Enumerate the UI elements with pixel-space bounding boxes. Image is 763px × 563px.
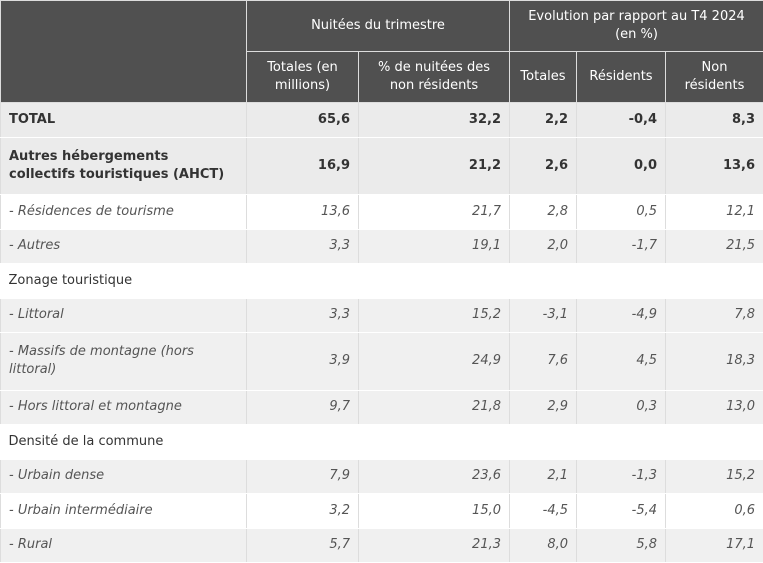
cell: 7,6 — [509, 332, 577, 391]
cell: -4,9 — [576, 298, 666, 333]
row-label: - Urbain dense — [0, 459, 247, 494]
cell: 17,1 — [664, 528, 763, 563]
cell: 19,1 — [358, 229, 510, 264]
cell: 2,1 — [509, 459, 577, 494]
cell: -4,5 — [509, 493, 577, 529]
table-row: - Urbain intermédiaire 3,2 15,0 -4,5 -5,4 0,6 — [0, 493, 763, 529]
cell: 4,5 — [576, 332, 666, 391]
cell: 7,9 — [246, 459, 359, 494]
cell: 7,8 — [664, 298, 763, 333]
cell: 9,7 — [246, 390, 359, 425]
column-header: Totales (en millions) — [246, 51, 359, 103]
cell: 65,6 — [246, 102, 359, 138]
cell: 0,5 — [576, 194, 666, 230]
cell: -5,4 — [576, 493, 666, 529]
row-label: - Urbain intermédiaire — [0, 493, 247, 529]
row-label: Zonage touristique — [0, 263, 763, 299]
cell: 13,6 — [664, 137, 763, 195]
row-label: - Massifs de montagne (hors littoral) — [0, 332, 247, 391]
cell: 21,8 — [358, 390, 510, 425]
corner — [0, 0, 247, 103]
cell: 15,2 — [358, 298, 510, 333]
cell: 2,8 — [509, 194, 577, 230]
section-row: Zonage touristique — [0, 263, 763, 299]
cell: 2,2 — [509, 102, 577, 138]
table-row: - Massifs de montagne (hors littoral) 3,9… — [0, 332, 763, 391]
cell: 32,2 — [358, 102, 510, 138]
column-header: Non résidents — [664, 51, 763, 103]
table-row: - Hors littoral et montagne 9,7 21,8 2,9 0,3… — [0, 390, 763, 425]
cell: -1,7 — [576, 229, 666, 264]
row-label: - Résidences de tourisme — [0, 194, 247, 230]
row-label: - Hors littoral et montagne — [0, 390, 247, 425]
cell: 0,6 — [664, 493, 763, 529]
cell: 24,9 — [358, 332, 510, 391]
column-header: Résidents — [576, 51, 666, 103]
cell: 3,2 — [246, 493, 359, 529]
cell: 0,0 — [576, 137, 666, 195]
cell: 21,7 — [358, 194, 510, 230]
table-row: - Rural 5,7 21,3 8,0 5,8 17,1 — [0, 528, 763, 563]
row-label: TOTAL — [0, 102, 247, 138]
cell: 5,7 — [246, 528, 359, 563]
cell: 2,0 — [509, 229, 577, 264]
cell: 5,8 — [576, 528, 666, 563]
cell: -1,3 — [576, 459, 666, 494]
section-row: Densité de la commune — [0, 424, 763, 460]
row-label: Autres hébergements collectifs touristiq… — [0, 137, 247, 195]
row-label: - Autres — [0, 229, 247, 264]
cell: 21,3 — [358, 528, 510, 563]
cell: 2,6 — [509, 137, 577, 195]
cell: 21,2 — [358, 137, 510, 195]
cell: 13,6 — [246, 194, 359, 230]
table-row: TOTAL 65,6 32,2 2,2 -0,4 8,3 — [0, 102, 763, 138]
cell: 8,0 — [509, 528, 577, 563]
cell: 18,3 — [664, 332, 763, 391]
table-row: - Littoral 3,3 15,2 -3,1 -4,9 7,8 — [0, 298, 763, 333]
cell: 2,9 — [509, 390, 577, 425]
group-header: Nuitées du trimestre — [246, 0, 510, 52]
row-label: - Rural — [0, 528, 247, 563]
table-row: - Urbain dense 7,9 23,6 2,1 -1,3 15,2 — [0, 459, 763, 494]
cell: 12,1 — [664, 194, 763, 230]
cell: 3,3 — [246, 229, 359, 264]
cell: 3,9 — [246, 332, 359, 391]
cell: 8,3 — [664, 102, 763, 138]
cell: -0,4 — [576, 102, 666, 138]
cell: 21,5 — [664, 229, 763, 264]
cell: -3,1 — [509, 298, 577, 333]
row-label: - Littoral — [0, 298, 247, 333]
cell: 15,2 — [664, 459, 763, 494]
cell: 0,3 — [576, 390, 666, 425]
cell: 23,6 — [358, 459, 510, 494]
cell: 15,0 — [358, 493, 510, 529]
cell: 3,3 — [246, 298, 359, 333]
row-label: Densité de la commune — [0, 424, 763, 460]
column-header: % de nuitées des non résidents — [358, 51, 510, 103]
cell: 16,9 — [246, 137, 359, 195]
column-header: Totales — [509, 51, 577, 103]
group-header: Evolution par rapport au T4 2024 (en %) — [508, 0, 763, 52]
table-row: - Autres 3,3 19,1 2,0 -1,7 21,5 — [0, 229, 763, 264]
cell: 13,0 — [664, 390, 763, 425]
table-row: - Résidences de tourisme 13,6 21,7 2,8 0,5 12… — [0, 194, 763, 230]
table-row: Autres hébergements collectifs touristiq… — [0, 137, 763, 195]
